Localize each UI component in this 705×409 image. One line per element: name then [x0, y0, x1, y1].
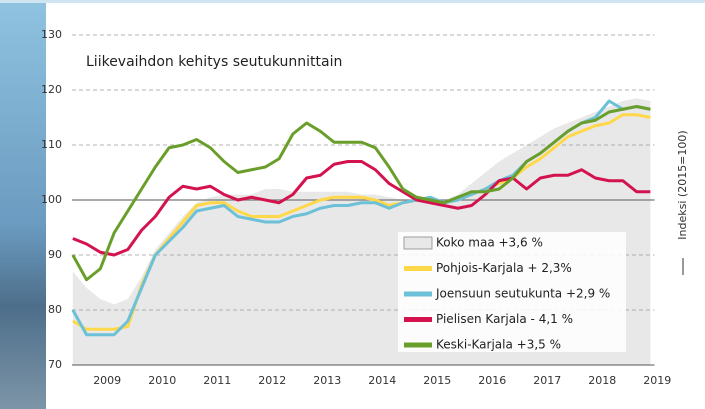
x-tick-label: 2009 — [93, 374, 121, 387]
y-tick-label: 110 — [41, 138, 62, 151]
x-tick-label: 2016 — [478, 374, 506, 387]
x-tick-label: 2011 — [203, 374, 231, 387]
y-tick-label: 100 — [41, 193, 62, 206]
top-border — [0, 0, 705, 3]
chart: Liikevaihdon kehitys seutukunnittain 70 8… — [0, 0, 705, 409]
x-tick-label: 2018 — [588, 374, 616, 387]
x-tick-label: 2015 — [423, 374, 451, 387]
y-tick-label: 90 — [48, 248, 62, 261]
legend-label: Koko maa +3,6 % — [436, 236, 543, 250]
x-tick-label: 2012 — [258, 374, 286, 387]
y-tick-label: 120 — [41, 83, 62, 96]
legend-label: Pielisen Karjala - 4,1 % — [436, 312, 573, 326]
legend-label: Joensuun seutukunta +2,9 % — [435, 287, 610, 301]
photo-strip — [0, 0, 46, 409]
x-tick-label: 2010 — [148, 374, 176, 387]
legend-label: Pohjois-Karjala + 2,3% — [436, 261, 572, 275]
y-tick-label: 130 — [41, 28, 62, 41]
legend-swatch — [404, 237, 432, 249]
chart-title: Liikevaihdon kehitys seutukunnittain — [86, 54, 342, 70]
x-tick-label: 2017 — [533, 374, 561, 387]
y-tick-label: 80 — [48, 303, 62, 316]
x-tick-label: 2013 — [313, 374, 341, 387]
y-axis-label: Indeksi (2015=100) — [676, 130, 689, 239]
x-tick-label: 2019 — [643, 374, 671, 387]
page: {"chart_data": {"type": "line", "title":… — [0, 0, 705, 409]
y-tick-label: 70 — [48, 358, 62, 371]
x-tick-label: 2014 — [368, 374, 396, 387]
legend-label: Keski-Karjala +3,5 % — [436, 338, 561, 352]
